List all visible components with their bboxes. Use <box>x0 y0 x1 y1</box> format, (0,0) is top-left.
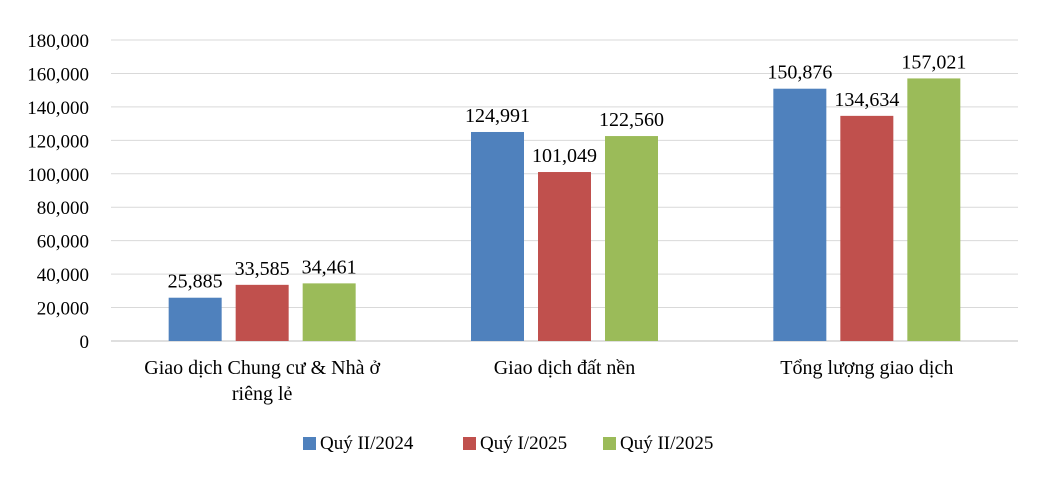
y-tick-label: 160,000 <box>27 64 89 85</box>
legend-swatch <box>303 437 316 450</box>
bar <box>538 172 591 341</box>
y-tick-label: 40,000 <box>37 265 89 286</box>
data-label: 101,049 <box>532 145 597 167</box>
y-tick-label: 100,000 <box>27 165 89 186</box>
x-tick-label: Giao dịch Chung cư & Nhà ở <box>144 357 380 379</box>
x-tick-label: Tổng lượng giao dịch <box>780 357 953 379</box>
y-tick-label: 180,000 <box>27 31 89 52</box>
bar <box>302 283 356 341</box>
y-tick-label: 140,000 <box>27 98 89 119</box>
bar <box>168 297 222 341</box>
y-tick-label: 20,000 <box>37 299 89 320</box>
y-tick-label: 120,000 <box>27 131 89 152</box>
bar <box>840 115 894 341</box>
data-label: 34,461 <box>302 256 357 278</box>
legend-swatch <box>603 437 616 450</box>
data-label: 150,876 <box>767 62 832 84</box>
bar <box>907 78 961 341</box>
bar <box>235 284 289 341</box>
y-tick-label: 0 <box>80 332 90 353</box>
data-label: 157,021 <box>901 51 966 73</box>
bar <box>605 136 658 341</box>
data-label: 33,585 <box>235 258 290 280</box>
x-tick-label: riêng lẻ <box>232 383 293 405</box>
bar <box>773 88 827 341</box>
data-label: 25,885 <box>168 271 223 293</box>
x-tick-label: Giao dịch đất nền <box>494 357 636 379</box>
legend-swatch <box>463 437 476 450</box>
legend-label: Quý II/2024 <box>320 433 414 454</box>
legend: Quý II/2024 Quý I/2025 Quý II/2025 <box>303 433 713 454</box>
bars <box>168 78 961 341</box>
y-tick-label: 60,000 <box>37 232 89 253</box>
data-label: 122,560 <box>599 109 664 131</box>
bar <box>471 131 524 341</box>
y-tick-label: 80,000 <box>37 198 89 219</box>
data-label: 134,634 <box>834 89 899 111</box>
legend-label: Quý II/2025 <box>620 433 713 454</box>
data-label: 124,991 <box>465 105 530 127</box>
legend-label: Quý I/2025 <box>480 433 567 454</box>
